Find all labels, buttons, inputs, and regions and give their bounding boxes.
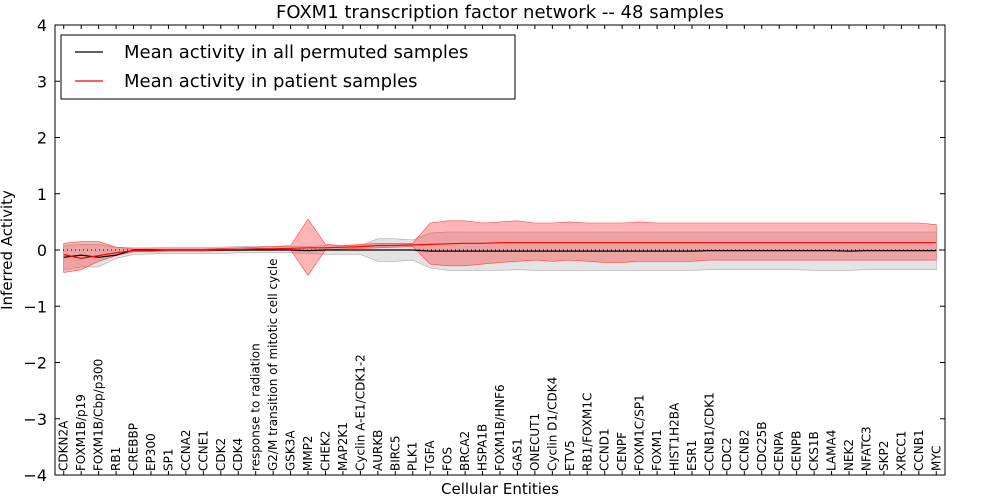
x-axis-title: Cellular Entities (441, 480, 559, 498)
series-lines (63, 242, 937, 260)
legend-label-patient: Mean activity in patient samples (124, 71, 418, 92)
x-category-label: FOXM1C/SP1 (633, 394, 647, 471)
x-category-label: PLK1 (406, 442, 420, 471)
x-category-label: CREBBP (127, 423, 141, 471)
x-category-label: MYC (929, 446, 943, 471)
x-category-label: CENPB (790, 431, 804, 471)
y-tick-label: 1 (37, 185, 47, 204)
x-category-label: AURKB (371, 430, 385, 471)
y-axis-ticks: −4 −3 −2 −1 0 1 2 3 4 (23, 16, 945, 485)
x-category-label: CCNE1 (196, 430, 210, 471)
legend: Mean activity in all permuted samples Me… (60, 34, 516, 100)
x-category-label: CCNB1 (912, 429, 926, 471)
y-tick-label: 0 (37, 241, 47, 260)
y-tick-label: −4 (23, 466, 47, 485)
x-category-label: FOXM1B/Cbp/p300 (92, 359, 106, 471)
x-category-label: FOXM1 (650, 429, 664, 471)
x-category-label: CDC25B (755, 422, 769, 472)
x-category-label: ESR1 (685, 440, 699, 471)
x-category-label: MMP2 (301, 435, 315, 471)
y-tick-label: −3 (23, 410, 47, 429)
x-category-label: Cyclin A-E1/CDK1-2 (353, 354, 367, 471)
x-category-label: CENPA (772, 431, 786, 471)
x-category-label: RB1 (109, 447, 123, 471)
x-category-label: FOS (441, 447, 455, 471)
chart-title: FOXM1 transcription factor network -- 48… (276, 2, 724, 23)
y-tick-label: −1 (23, 297, 47, 316)
y-tick-label: 4 (37, 16, 47, 35)
x-category-label: CCNB1/CDK1 (702, 392, 716, 471)
patient-band-area (63, 218, 937, 276)
x-category-label: G2/M transition of mitotic cell cycle (266, 258, 280, 471)
x-category-label: ETV5 (563, 440, 577, 471)
x-category-label: CCND1 (598, 428, 612, 471)
x-category-label: SP1 (161, 449, 175, 472)
x-category-label: GSK3A (284, 430, 298, 471)
x-category-label: GAS1 (510, 438, 524, 471)
y-tick-label: 2 (37, 129, 47, 148)
patient-confidence-band (63, 218, 937, 276)
x-axis-ticks: CDKN2A FOXM1B/p19 FOXM1B/Cbp/p300 RB1 CREBBP… (57, 25, 943, 475)
x-category-label: MAP2K1 (336, 422, 350, 471)
x-category-label: BRCA2 (458, 431, 472, 471)
patient-mean-line (63, 242, 937, 260)
x-category-label: CDKN2A (57, 420, 71, 471)
y-tick-label: 3 (37, 72, 47, 91)
x-category-label: EP300 (144, 433, 158, 471)
x-category-label: CHEK2 (318, 431, 332, 472)
x-category-label: NEK2 (842, 439, 856, 471)
x-category-label: response to radiation (249, 343, 263, 471)
x-category-label: SKP2 (877, 441, 891, 471)
x-category-label: CDK4 (231, 438, 245, 471)
x-category-label: Cyclin D1/CDK4 (545, 377, 559, 471)
x-category-label: HIST1H2BA (668, 402, 682, 471)
x-category-label: CENPF (615, 432, 629, 471)
x-category-label: XRCC1 (894, 431, 908, 471)
x-category-label: CCNB2 (737, 429, 751, 471)
x-category-label: RB1/FOXM1C (580, 393, 594, 471)
x-category-label: BIRC5 (388, 435, 402, 471)
x-category-label: CDC2 (720, 437, 734, 471)
x-category-label: FOXM1B/HNF6 (493, 384, 507, 471)
x-category-label: TGFA (423, 440, 437, 472)
x-category-label: FOXM1B/p19 (74, 394, 88, 471)
x-category-label: CCNA2 (179, 429, 193, 471)
x-category-label: NFATC3 (859, 426, 873, 471)
x-category-label: LAMA4 (825, 430, 839, 471)
plot-area: −4 −3 −2 −1 0 1 2 3 4 CDKN2A FOXM1B/p19 FOXM1B/Cbp… (23, 16, 946, 485)
legend-label-permuted: Mean activity in all permuted samples (124, 42, 468, 63)
x-category-label: CDK2 (214, 438, 228, 471)
legend-box (60, 34, 516, 100)
y-tick-label: −2 (23, 354, 47, 373)
x-category-label: ONECUT1 (528, 413, 542, 471)
y-axis-title: Inferred Activity (0, 190, 16, 310)
x-category-label: HSPA1B (476, 424, 490, 471)
x-category-label: CKS1B (807, 431, 821, 471)
